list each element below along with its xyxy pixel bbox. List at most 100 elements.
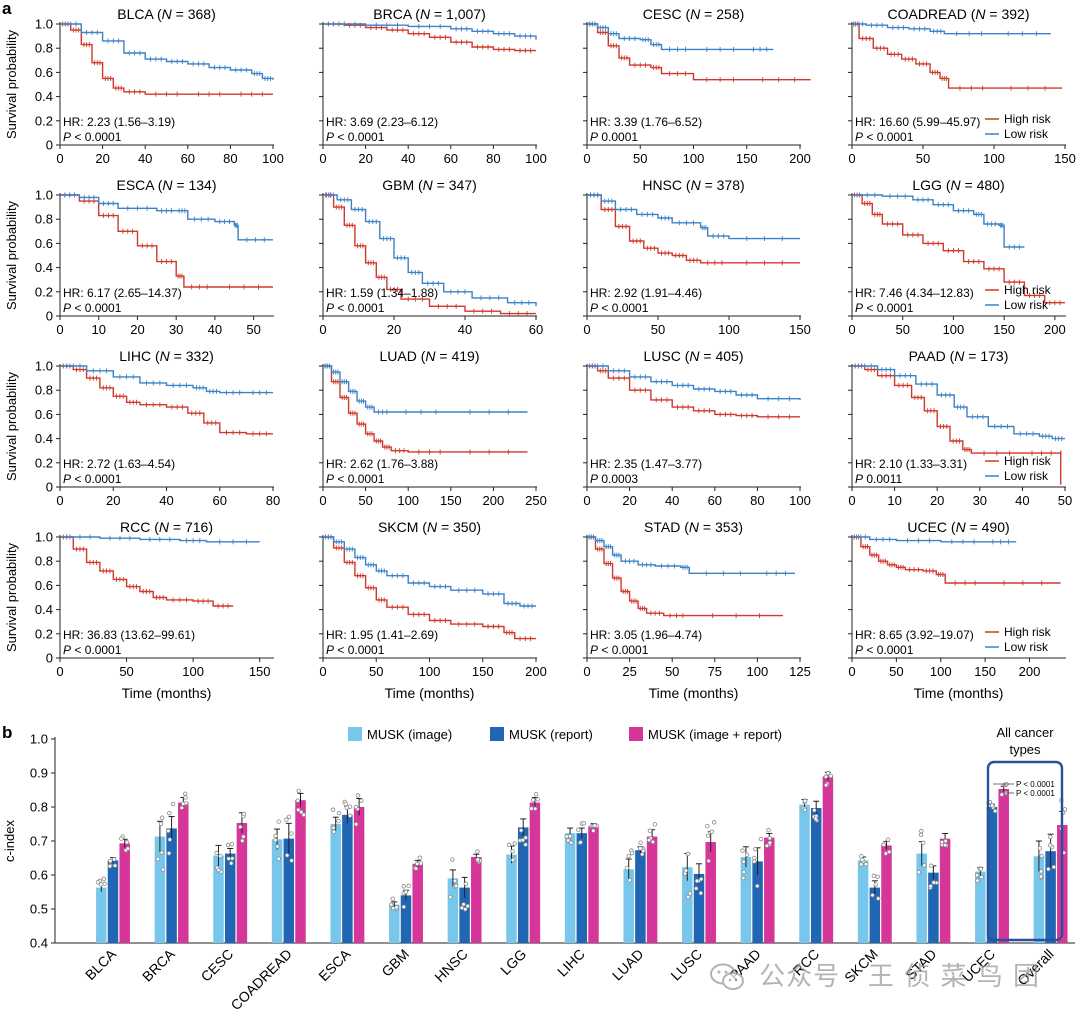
km-title-n: = 350) <box>437 519 481 535</box>
km-title-n-symbol: N <box>427 519 438 535</box>
km-x-tick-label: 100 <box>683 151 705 166</box>
fold-point <box>592 823 597 828</box>
fold-point <box>452 878 458 884</box>
fold-point <box>918 832 924 838</box>
km-title-cancer: PAAD ( <box>909 348 955 364</box>
km-p-value: 0.0011 <box>863 472 902 486</box>
km-panel-cesc: CESC (N = 258) 0 50 100 150 200 HR: 3.39 (1.76… <box>583 6 811 166</box>
fold-point <box>111 857 117 862</box>
fold-point <box>564 834 569 839</box>
km-title: RCC (N = 716) <box>120 519 213 535</box>
km-p-symbol: P <box>590 130 598 144</box>
km-x-tick-label: 100 <box>525 151 547 166</box>
km-legend-low-label: Low risk <box>1004 127 1049 141</box>
bar <box>740 856 752 943</box>
fold-point <box>475 849 480 854</box>
bar <box>236 822 248 943</box>
km-x-tick-label: 40 <box>138 151 152 166</box>
fold-point <box>463 881 469 887</box>
fold-point <box>181 801 186 806</box>
fold-point <box>530 797 536 803</box>
bar-legend-swatch <box>490 727 504 741</box>
fold-point <box>403 889 409 895</box>
km-panel-paad: PAAD (N = 173) 0 10 20 30 40 50 HR: 2.10 (1.33–… <box>848 348 1072 508</box>
km-title-n: = 490) <box>966 519 1010 535</box>
km-x-tick-label: 75 <box>708 664 722 679</box>
fold-point <box>802 807 808 813</box>
km-title-n-symbol: N <box>690 6 701 22</box>
km-panel-stad: STAD (N = 353) 0 25 50 75 100 125 HR: 3.05 (1.9… <box>583 519 811 679</box>
bar-category-label: GBM <box>378 946 412 980</box>
km-x-tick-label: 40 <box>401 151 415 166</box>
km-x-axis-label: Time (months) <box>649 685 739 701</box>
fold-point <box>159 850 165 855</box>
km-x-tick-label: 10 <box>887 493 901 508</box>
overall-highlight-box <box>986 760 1064 942</box>
panel-label-b: b <box>2 723 12 742</box>
km-x-axis-label: Time (months) <box>122 685 212 701</box>
fold-point <box>518 828 524 833</box>
km-x-tick-label: 80 <box>486 151 500 166</box>
km-x-tick-label: 200 <box>483 493 505 508</box>
km-x-tick-label: 80 <box>750 493 764 508</box>
fold-point <box>685 851 691 857</box>
km-y-tick-label: 0.4 <box>35 431 53 446</box>
km-title-cancer: ESCA ( <box>116 177 162 193</box>
fold-point <box>802 798 808 804</box>
km-curve-high <box>852 194 1065 304</box>
fold-point <box>417 855 423 860</box>
fold-point <box>295 798 300 803</box>
bar <box>998 788 1009 943</box>
bar <box>939 838 951 943</box>
km-title: LIHC (N = 332) <box>119 348 214 364</box>
km-hr-label: HR: 36.83 (13.62–99.61) <box>63 628 195 642</box>
km-curve-low <box>587 194 800 240</box>
km-hr-label: HR: 1.59 (1.34–1.88) <box>326 286 438 300</box>
fold-point <box>767 840 773 845</box>
fold-point <box>566 838 571 843</box>
km-title-n-symbol: N <box>689 348 700 364</box>
fold-point <box>752 859 757 864</box>
km-title-cancer: HNSC ( <box>642 177 691 193</box>
km-hr-label: HR: 8.65 (3.92–19.07) <box>855 628 974 642</box>
km-x-tick-label: 20 <box>387 322 401 337</box>
bar-y-tick-label: 1.0 <box>30 732 48 747</box>
km-title-cancer: LUSC ( <box>643 348 689 364</box>
overall-box-label-line2: types <box>1009 742 1041 757</box>
bar-legend-swatch <box>629 727 643 741</box>
fold-point <box>170 801 176 807</box>
fold-point <box>183 791 188 796</box>
km-title: LUAD (N = 419) <box>379 348 479 364</box>
km-x-tick-label: 0 <box>583 493 590 508</box>
fold-point <box>922 863 927 868</box>
km-curve-high <box>587 536 783 617</box>
fold-point <box>240 838 245 843</box>
km-hr-label: HR: 1.95 (1.41–2.69) <box>326 628 438 642</box>
bar <box>330 824 341 943</box>
km-p-symbol: P <box>326 301 334 315</box>
km-p-value: < 0.0001 <box>598 643 649 657</box>
km-title-n: = 347) <box>433 177 477 193</box>
km-title-cancer: LIHC ( <box>119 348 160 364</box>
km-y-axis-label: Survival probability <box>4 371 19 481</box>
km-y-tick-label: 0.4 <box>35 602 53 617</box>
bar <box>682 867 693 943</box>
fold-point <box>102 881 107 886</box>
km-p-label: P 0.0003 <box>590 472 638 486</box>
fold-point <box>108 858 113 864</box>
bar <box>342 814 353 943</box>
bar-group-luad: LUAD <box>609 822 658 984</box>
fold-point <box>694 878 700 884</box>
km-x-tick-label: 0 <box>848 664 855 679</box>
fold-point <box>883 851 888 856</box>
km-p-label: P < 0.0001 <box>590 643 649 657</box>
km-curve-high <box>852 23 1063 89</box>
fold-point <box>624 865 630 871</box>
bar-category-label: LGG <box>497 946 529 978</box>
bar <box>881 845 892 943</box>
fold-point <box>529 806 534 811</box>
fold-point <box>711 820 717 825</box>
fold-point <box>347 813 353 818</box>
km-x-tick-label: 50 <box>369 664 383 679</box>
km-x-tick-label: 20 <box>930 493 944 508</box>
